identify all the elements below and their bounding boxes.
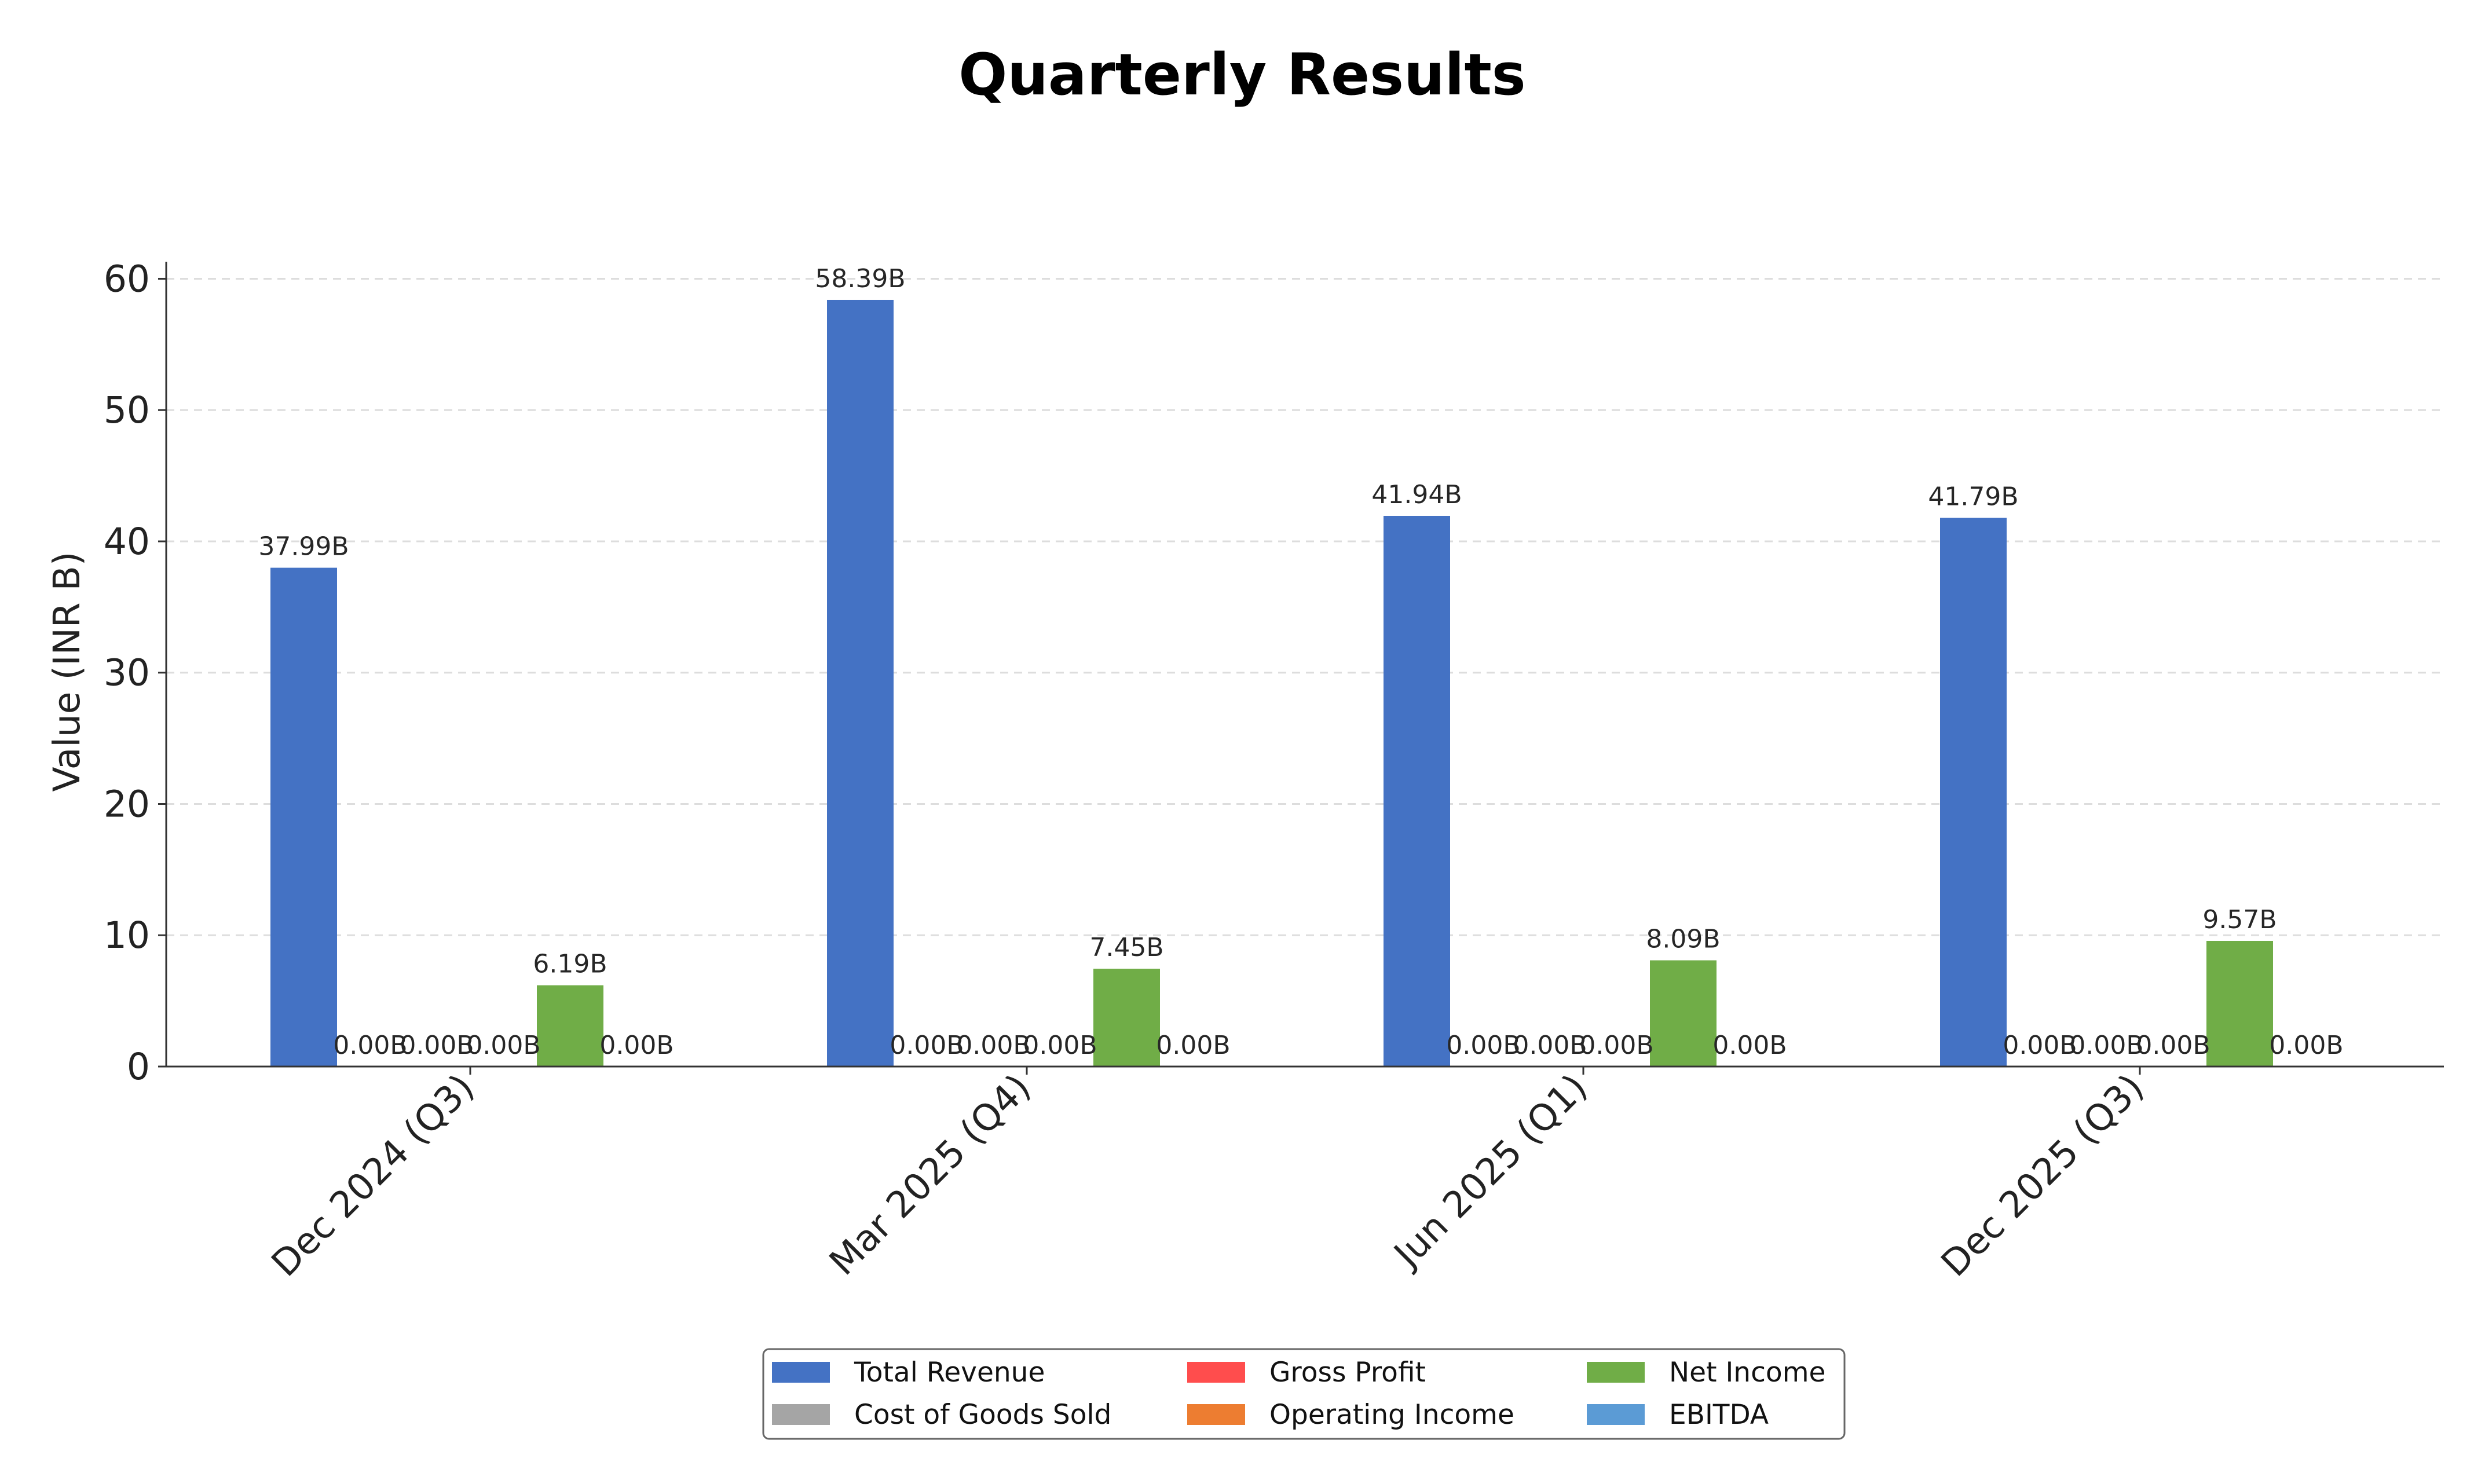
legend-label: Total Revenue bbox=[854, 1357, 1045, 1388]
bar-net-income bbox=[537, 985, 603, 1067]
data-label: 0.00B bbox=[1579, 1031, 1653, 1060]
y-tick-label: 50 bbox=[104, 389, 150, 431]
data-label: 0.00B bbox=[2069, 1031, 2143, 1060]
bar-total-revenue bbox=[270, 567, 337, 1067]
data-label: 37.99B bbox=[258, 532, 349, 562]
y-axis-label: Value (INR B) bbox=[46, 552, 88, 792]
x-tick-label: Dec 2025 (Q3) bbox=[1933, 1066, 2152, 1285]
data-label: 41.94B bbox=[1371, 480, 1462, 510]
x-tick-label: Mar 2025 (Q4) bbox=[821, 1066, 1039, 1284]
bar-net-income bbox=[2206, 940, 2273, 1067]
data-label: 58.39B bbox=[815, 264, 905, 294]
legend-swatch bbox=[1587, 1362, 1645, 1383]
x-tick-label: Jun 2025 (Q1) bbox=[1385, 1066, 1595, 1277]
y-tick-label: 20 bbox=[104, 783, 150, 825]
legend-label: Net Income bbox=[1669, 1357, 1825, 1388]
data-label: 0.00B bbox=[2269, 1031, 2343, 1060]
legend-label: Gross Profit bbox=[1269, 1357, 1426, 1388]
data-label: 0.00B bbox=[599, 1031, 674, 1060]
x-ticks: Dec 2024 (Q3) Mar 2025 (Q4) Jun 2025 (Q1) D… bbox=[263, 1066, 2152, 1285]
bar-net-income bbox=[1093, 969, 1160, 1067]
y-tick-label: 10 bbox=[104, 914, 150, 957]
y-tick-label: 60 bbox=[104, 258, 150, 300]
data-label: 0.00B bbox=[1156, 1031, 1230, 1060]
data-label: 0.00B bbox=[956, 1031, 1030, 1060]
legend-swatch bbox=[1187, 1362, 1245, 1383]
data-label: 0.00B bbox=[1712, 1031, 1787, 1060]
data-label: 0.00B bbox=[2003, 1031, 2077, 1060]
legend: Total Revenue Cost of Goods Sold Gross Pro… bbox=[762, 1348, 1846, 1440]
y-ticks: 0 10 20 30 40 50 60 bbox=[104, 258, 166, 1088]
gridlines bbox=[166, 277, 2444, 936]
data-label: 9.57B bbox=[2202, 905, 2277, 935]
legend-swatch bbox=[1187, 1404, 1245, 1425]
y-tick-label: 0 bbox=[127, 1046, 150, 1088]
data-label: 0.00B bbox=[466, 1031, 540, 1060]
data-labels: 37.99B0.00B0.00B0.00B6.19B0.00B58.39B0.0… bbox=[258, 264, 2343, 1060]
data-label: 0.00B bbox=[1446, 1031, 1520, 1060]
y-tick-label: 30 bbox=[104, 652, 150, 694]
data-label: 6.19B bbox=[533, 950, 607, 979]
data-label: 0.00B bbox=[2136, 1031, 2210, 1060]
data-label: 0.00B bbox=[333, 1031, 407, 1060]
legend-frame bbox=[762, 1348, 1846, 1440]
data-label: 0.00B bbox=[1513, 1031, 1587, 1060]
legend-swatch bbox=[1587, 1404, 1645, 1425]
y-tick-label: 40 bbox=[104, 521, 150, 563]
legend-swatch bbox=[772, 1362, 830, 1383]
legend-label: Operating Income bbox=[1269, 1399, 1514, 1431]
chart-title: Quarterly Results bbox=[958, 42, 1525, 108]
data-label: 7.45B bbox=[1089, 933, 1163, 962]
data-label: 8.09B bbox=[1646, 925, 1720, 954]
bar-net-income bbox=[1650, 960, 1717, 1067]
legend-label: EBITDA bbox=[1669, 1399, 1769, 1431]
bars bbox=[270, 299, 2273, 1067]
legend-swatch bbox=[772, 1404, 830, 1425]
bar-total-revenue bbox=[1384, 515, 1450, 1067]
bar-total-revenue bbox=[1940, 518, 2007, 1067]
data-label: 0.00B bbox=[1023, 1031, 1097, 1060]
bar-total-revenue bbox=[827, 299, 894, 1067]
data-label: 41.79B bbox=[1928, 482, 2018, 511]
axes bbox=[165, 262, 2444, 1068]
data-label: 0.00B bbox=[400, 1031, 474, 1060]
data-label: 0.00B bbox=[890, 1031, 964, 1060]
x-tick-label: Dec 2024 (Q3) bbox=[263, 1066, 482, 1285]
legend-label: Cost of Goods Sold bbox=[854, 1399, 1111, 1431]
